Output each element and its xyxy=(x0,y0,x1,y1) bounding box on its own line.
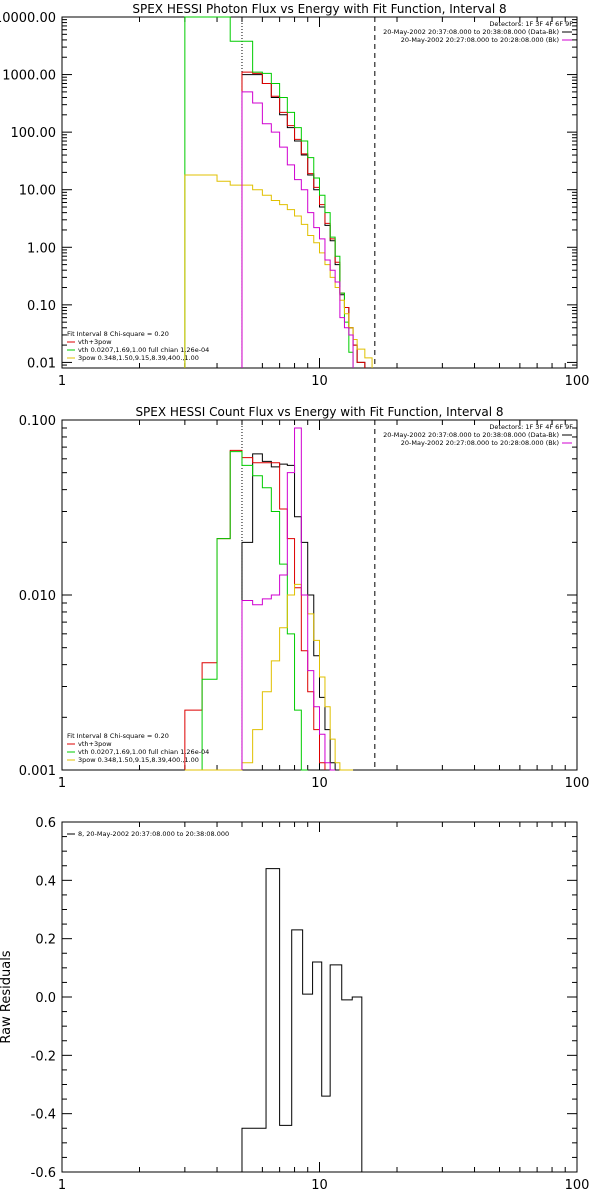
y-tick-label: 0.2 xyxy=(35,933,56,948)
series-data-line xyxy=(241,74,366,368)
y-tick-label: 0.010 xyxy=(19,589,56,604)
y-tick-label: -0.6 xyxy=(31,1166,56,1181)
y-tick-label: 0.0 xyxy=(35,991,56,1006)
annotation-line: 20-May-2002 20:37:08.000 to 20:38:08.000… xyxy=(383,28,559,36)
x-tick-label: 10 xyxy=(311,776,328,791)
series-3pow-line xyxy=(184,174,373,368)
series-bk-line xyxy=(241,427,336,771)
x-tick-label: 1 xyxy=(58,776,66,791)
y-axis-label: Raw Residuals xyxy=(0,950,14,1043)
y-tick-label: 0.6 xyxy=(35,816,56,831)
y-tick-label: 0.100 xyxy=(19,414,56,429)
x-tick-label: 100 xyxy=(565,374,590,389)
series-vth-3pow-line xyxy=(184,449,326,770)
annotation-line: 20-May-2002 20:37:08.000 to 20:38:08.000… xyxy=(383,431,559,439)
series-vth-3pow-line xyxy=(241,71,366,368)
annotation-line: 20-May-2002 20:27:08.000 to 20:28:08.000… xyxy=(401,36,559,44)
x-tick-label: 10 xyxy=(311,374,328,389)
x-tick-label: 100 xyxy=(565,776,590,791)
y-tick-label: -0.4 xyxy=(31,1108,56,1123)
annotation-line: Detectors: 1F 3F 4F 6F 9F xyxy=(489,423,573,431)
series-vth-line xyxy=(184,16,354,368)
x-tick-label: 100 xyxy=(565,1178,590,1193)
legend-entry: vth+3pow xyxy=(78,740,112,748)
chart-title: SPEX HESSI Count Flux vs Energy with Fit… xyxy=(135,405,503,419)
annotation-line: 20-May-2002 20:27:08.000 to 20:28:08.000… xyxy=(401,439,559,447)
x-tick-label: 10 xyxy=(311,1178,328,1193)
series-data-line xyxy=(241,453,336,770)
y-tick-label: 10000.00 xyxy=(0,11,56,26)
y-tick-label: 0.001 xyxy=(19,764,56,779)
legend-entry: Fit Interval 8 Chi-square = 0.20 xyxy=(67,732,169,740)
y-tick-label: 0.10 xyxy=(27,299,56,314)
legend-entry: vth 0.0207,1.69,1.00 full chian 1.26e-04 xyxy=(78,748,209,756)
y-tick-label: 100.00 xyxy=(11,126,57,141)
y-tick-label: -0.2 xyxy=(31,1049,56,1064)
y-tick-label: 1000.00 xyxy=(2,69,56,84)
legend-entry: 3pow 0.348,1.50,9.15,8.39,400.,1.00 xyxy=(78,756,199,764)
series-bk-line xyxy=(241,91,354,368)
y-tick-label: 10.00 xyxy=(19,184,56,199)
x-tick-label: 1 xyxy=(58,374,66,389)
legend-entry: vth 0.0207,1.69,1.00 full chian 1.26e-04 xyxy=(78,346,209,354)
legend-entry: 3pow 0.348,1.50,9.15,8.39,400.,1.00 xyxy=(78,354,199,362)
plot-frame xyxy=(61,821,578,1173)
series-vth-line xyxy=(184,451,308,771)
legend-entry: Fit Interval 8 Chi-square = 0.20 xyxy=(67,330,169,338)
chart-title: SPEX HESSI Photon Flux vs Energy with Fi… xyxy=(132,2,506,16)
legend-entry: 8, 20-May-2002 20:37:08.000 to 20:38:08.… xyxy=(78,830,229,838)
y-tick-label: 0.01 xyxy=(27,356,56,371)
annotation-line: Detectors: 1F 3F 4F 6F 9F xyxy=(489,20,573,28)
y-tick-label: 0.4 xyxy=(35,874,56,889)
y-tick-label: 1.00 xyxy=(27,241,56,256)
legend-entry: vth+3pow xyxy=(78,338,112,346)
x-tick-label: 1 xyxy=(58,1178,66,1193)
series-residuals-line xyxy=(241,868,363,1172)
series-3pow-line xyxy=(184,583,354,771)
